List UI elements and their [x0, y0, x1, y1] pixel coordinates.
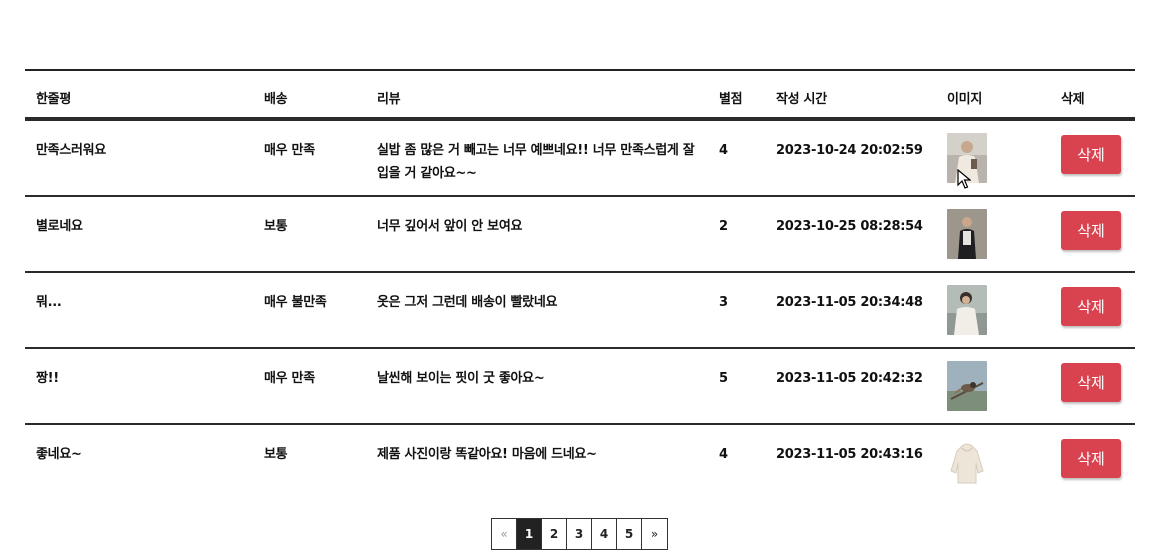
- page-button-4[interactable]: 4: [592, 519, 617, 549]
- row-review: 제품 사진이랑 똑같아요! 마음에 드네요~: [377, 447, 597, 462]
- person-photo-thumbnail[interactable]: [947, 285, 987, 335]
- header-created: 작성 시간: [776, 92, 827, 107]
- page-button-3[interactable]: 3: [567, 519, 592, 549]
- row-rating: 5: [719, 371, 728, 386]
- prev-page-button[interactable]: «: [492, 519, 517, 549]
- table-header: 한줄평 배송 리뷰 별점 작성 시간 이미지 삭제: [25, 71, 1135, 121]
- header-shipping: 배송: [264, 92, 288, 107]
- person-photo-thumbnail[interactable]: [947, 133, 987, 183]
- row-shipping: 매우 불만족: [264, 295, 327, 310]
- table-row: 만족스러워요 매우 만족 실밥 좀 많은 거 빼고는 너무 예쁘네요!! 너무 …: [25, 121, 1135, 197]
- row-shipping: 보통: [264, 447, 288, 462]
- table-row: 뭐... 매우 불만족 옷은 그저 그런데 배송이 빨랐네요 3 2023-11…: [25, 273, 1135, 349]
- delete-button[interactable]: 삭제: [1061, 135, 1121, 174]
- row-rating: 4: [719, 143, 728, 158]
- table-row: 짱!! 매우 만족 날씬해 보이는 핏이 굿 좋아요~ 5 2023-11-05…: [25, 349, 1135, 425]
- row-created: 2023-10-25 08:28:54: [776, 219, 923, 234]
- header-delete: 삭제: [1061, 92, 1085, 107]
- row-rating: 3: [719, 295, 728, 310]
- delete-button[interactable]: 삭제: [1061, 363, 1121, 402]
- header-review: 리뷰: [377, 92, 401, 107]
- delete-button[interactable]: 삭제: [1061, 287, 1121, 326]
- pagination: « 1 2 3 4 5 »: [491, 518, 668, 550]
- row-shipping: 보통: [264, 219, 288, 234]
- table-top-rule: [25, 69, 1135, 71]
- bird-photo-thumbnail[interactable]: [947, 361, 987, 411]
- next-page-button[interactable]: »: [642, 519, 667, 549]
- reviews-table: 한줄평 배송 리뷰 별점 작성 시간 이미지 삭제 만족스러워요 매우 만족 실…: [25, 69, 1135, 501]
- row-review: 날씬해 보이는 핏이 굿 좋아요~: [377, 371, 545, 386]
- header-rating: 별점: [719, 92, 743, 107]
- page-button-1[interactable]: 1: [517, 519, 542, 549]
- row-title: 만족스러워요: [36, 143, 106, 158]
- row-shipping: 매우 만족: [264, 371, 315, 386]
- row-created: 2023-11-05 20:34:48: [776, 295, 923, 310]
- row-review: 너무 깊어서 앞이 안 보여요: [377, 219, 523, 234]
- row-rating: 4: [719, 447, 728, 462]
- header-title: 한줄평: [36, 92, 71, 107]
- row-created: 2023-11-05 20:42:32: [776, 371, 923, 386]
- row-title: 뭐...: [36, 295, 62, 310]
- row-review: 옷은 그저 그런데 배송이 빨랐네요: [377, 295, 558, 310]
- row-title: 별로네요: [36, 219, 83, 234]
- table-row: 좋네요~ 보통 제품 사진이랑 똑같아요! 마음에 드네요~ 4 2023-11…: [25, 425, 1135, 501]
- row-title: 짱!!: [36, 371, 59, 386]
- row-title: 좋네요~: [36, 447, 82, 462]
- delete-button[interactable]: 삭제: [1061, 439, 1121, 478]
- hoodie-photo-thumbnail[interactable]: [947, 437, 987, 487]
- delete-button[interactable]: 삭제: [1061, 211, 1121, 250]
- row-rating: 2: [719, 219, 728, 234]
- person-photo-thumbnail[interactable]: [947, 209, 987, 259]
- row-review: 실밥 좀 많은 거 빼고는 너무 예쁘네요!! 너무 만족스럽게 잘 입을 거 …: [377, 143, 695, 181]
- row-created: 2023-10-24 20:02:59: [776, 143, 923, 158]
- row-created: 2023-11-05 20:43:16: [776, 447, 923, 462]
- row-shipping: 매우 만족: [264, 143, 315, 158]
- header-image: 이미지: [947, 92, 982, 107]
- table-row: 별로네요 보통 너무 깊어서 앞이 안 보여요 2 2023-10-25 08:…: [25, 197, 1135, 273]
- page-button-5[interactable]: 5: [617, 519, 642, 549]
- page-button-2[interactable]: 2: [542, 519, 567, 549]
